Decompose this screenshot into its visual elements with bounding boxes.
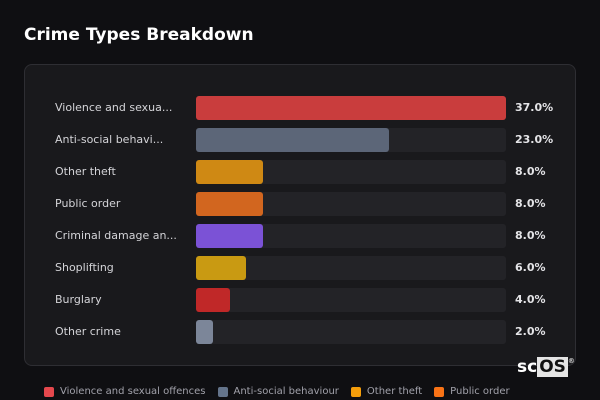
bar-track	[196, 320, 506, 344]
bar-row: Violence and sexua... 37.0%	[25, 96, 575, 120]
legend-item[interactable]: Anti-social behaviour	[217, 386, 339, 397]
logo-os: OS	[537, 357, 568, 377]
category-label: Other theft	[55, 165, 116, 178]
chart-card: Violence and sexua... 37.0% Anti-social b…	[24, 64, 576, 366]
category-label: Burglary	[55, 293, 102, 306]
category-label: Public order	[55, 197, 121, 210]
legend-item[interactable]: Public order	[434, 386, 510, 397]
legend-label: Violence and sexual offences	[60, 386, 206, 397]
bar[interactable]	[196, 128, 389, 152]
chart-title: Crime Types Breakdown	[24, 25, 254, 45]
bar-row: Other theft 8.0%	[25, 160, 575, 184]
bar-track	[196, 288, 506, 312]
bar-row: Other crime 2.0%	[25, 320, 575, 344]
legend-swatch	[217, 386, 228, 397]
legend-label: Anti-social behaviour	[233, 386, 339, 397]
category-label: Shoplifting	[55, 261, 114, 274]
value-label: 8.0%	[515, 197, 546, 210]
bar-row: Anti-social behavi... 23.0%	[25, 128, 575, 152]
category-label: Violence and sexua...	[55, 101, 173, 114]
bar-track	[196, 224, 506, 248]
category-label: Other crime	[55, 325, 121, 338]
legend-item[interactable]: Other theft	[350, 386, 423, 397]
bar-row: Public order 8.0%	[25, 192, 575, 216]
value-label: 23.0%	[515, 133, 554, 146]
bar[interactable]	[196, 256, 247, 280]
bar-row: Shoplifting 6.0%	[25, 256, 575, 280]
bar[interactable]	[196, 160, 264, 184]
value-label: 4.0%	[515, 293, 546, 306]
logo-mark: ®	[567, 357, 575, 365]
bar[interactable]	[196, 96, 506, 120]
legend-label: Public order	[450, 386, 510, 397]
bar-track	[196, 128, 506, 152]
legend-swatch	[44, 386, 54, 397]
bar[interactable]	[196, 288, 230, 312]
category-label: Criminal damage an...	[55, 229, 177, 242]
legend-item[interactable]: Violence and sexual offences	[44, 386, 206, 397]
legend: Violence and sexual offences Anti-social …	[44, 386, 510, 397]
bar[interactable]	[196, 224, 264, 248]
legend-swatch	[350, 386, 361, 397]
legend-swatch	[434, 386, 445, 397]
value-label: 37.0%	[515, 101, 554, 114]
bar-row: Burglary 4.0%	[25, 288, 575, 312]
bar-track	[196, 192, 506, 216]
bar-track	[196, 96, 506, 120]
bar-track	[196, 160, 506, 184]
value-label: 8.0%	[515, 165, 546, 178]
logo-sc: sc	[517, 357, 538, 377]
legend-label: Other theft	[366, 386, 423, 397]
bar[interactable]	[196, 192, 264, 216]
value-label: 8.0%	[515, 229, 546, 242]
bar[interactable]	[196, 320, 213, 344]
category-label: Anti-social behavi...	[55, 133, 164, 146]
bar-track	[196, 256, 506, 280]
value-label: 2.0%	[515, 325, 546, 338]
bar-row: Criminal damage an... 8.0%	[25, 224, 575, 248]
value-label: 6.0%	[515, 261, 546, 274]
scos-logo: sc OS ®	[517, 357, 575, 377]
